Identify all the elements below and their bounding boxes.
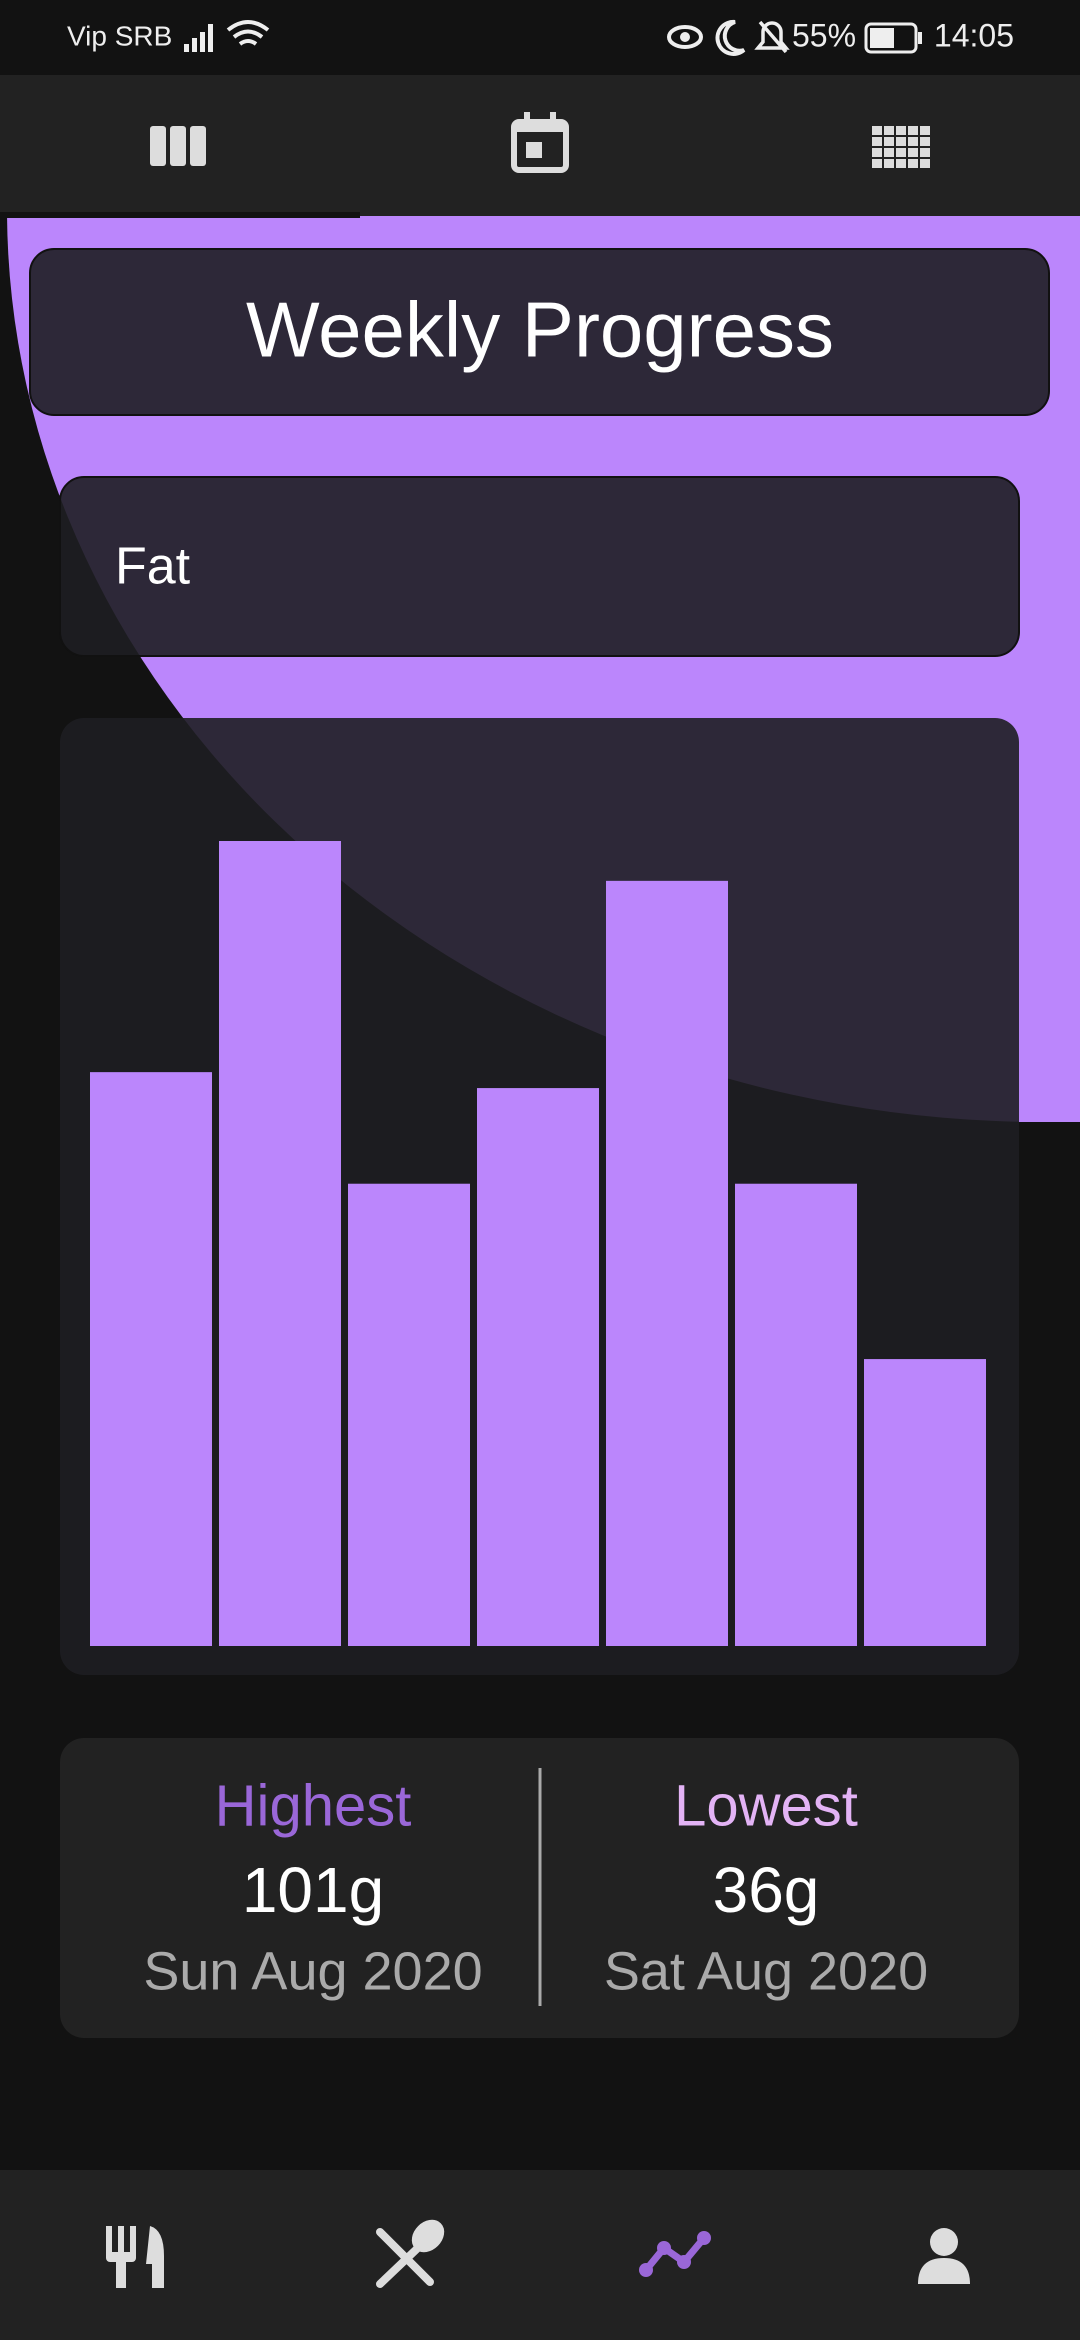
nutrient-selector[interactable] <box>59 476 1020 657</box>
moon-icon <box>715 19 746 56</box>
highest-label: Highest <box>215 1773 412 1838</box>
bar <box>477 1088 599 1646</box>
grid-cell <box>920 159 930 168</box>
grid-cell <box>884 148 894 157</box>
bell-off-icon <box>754 20 790 54</box>
grid-cell <box>920 137 930 146</box>
battery-level <box>870 28 894 48</box>
bar <box>219 841 341 1646</box>
tab-indicator <box>0 212 360 218</box>
grid-cell <box>908 148 918 157</box>
grid-cell <box>908 137 918 146</box>
grid-cell <box>884 159 894 168</box>
lowest-label: Lowest <box>674 1773 858 1838</box>
grid-cell <box>920 126 930 135</box>
bottom-nav <box>0 2170 1080 2340</box>
grid-cell <box>872 137 882 146</box>
eye-icon <box>667 25 703 49</box>
lowest-date: Sat Aug 2020 <box>604 1941 928 2001</box>
tab-month-icon[interactable] <box>872 126 930 168</box>
eye-pupil <box>680 32 690 42</box>
wifi-icon <box>226 20 270 46</box>
carrier: Vip SRB <box>67 20 172 51</box>
grid-cell <box>908 126 918 135</box>
bar <box>606 880 728 1646</box>
nav-meals-icon[interactable] <box>106 2226 164 2288</box>
grid-cell <box>920 148 930 157</box>
battery-percent: 55% <box>792 17 856 53</box>
nav-progress-icon[interactable] <box>643 2235 707 2273</box>
lowest-value: 36g <box>713 1854 820 1926</box>
grid-cell <box>896 126 906 135</box>
nav-food-icon[interactable] <box>376 2219 445 2288</box>
grid-cell <box>896 137 906 146</box>
clock: 14:05 <box>934 17 1014 53</box>
tab-day-icon[interactable] <box>511 112 569 173</box>
nav-profile-icon[interactable] <box>918 2228 970 2284</box>
battery-icon <box>864 22 918 54</box>
grid-cell <box>872 126 882 135</box>
bar <box>864 1359 986 1646</box>
bars <box>90 841 986 1646</box>
highest-value: 101g <box>242 1854 384 1926</box>
grid-cell <box>872 159 882 168</box>
nav-progress-dots <box>639 2231 711 2277</box>
title-card <box>29 248 1050 416</box>
bar <box>348 1183 470 1646</box>
title: Weekly Progress <box>246 286 834 374</box>
grid-cell <box>884 137 894 146</box>
bar <box>90 1072 212 1646</box>
tab-week-icon[interactable] <box>150 126 206 166</box>
bar <box>735 1183 857 1646</box>
grid-cell <box>872 148 882 157</box>
grid-cell <box>908 159 918 168</box>
selector-label: Fat <box>115 538 191 596</box>
signal-icon <box>184 24 213 52</box>
grid-cell <box>884 126 894 135</box>
grid-cell <box>896 148 906 157</box>
highest-date: Sun Aug 2020 <box>143 1941 482 2001</box>
grid-cell <box>896 159 906 168</box>
battery-tip <box>918 32 922 44</box>
